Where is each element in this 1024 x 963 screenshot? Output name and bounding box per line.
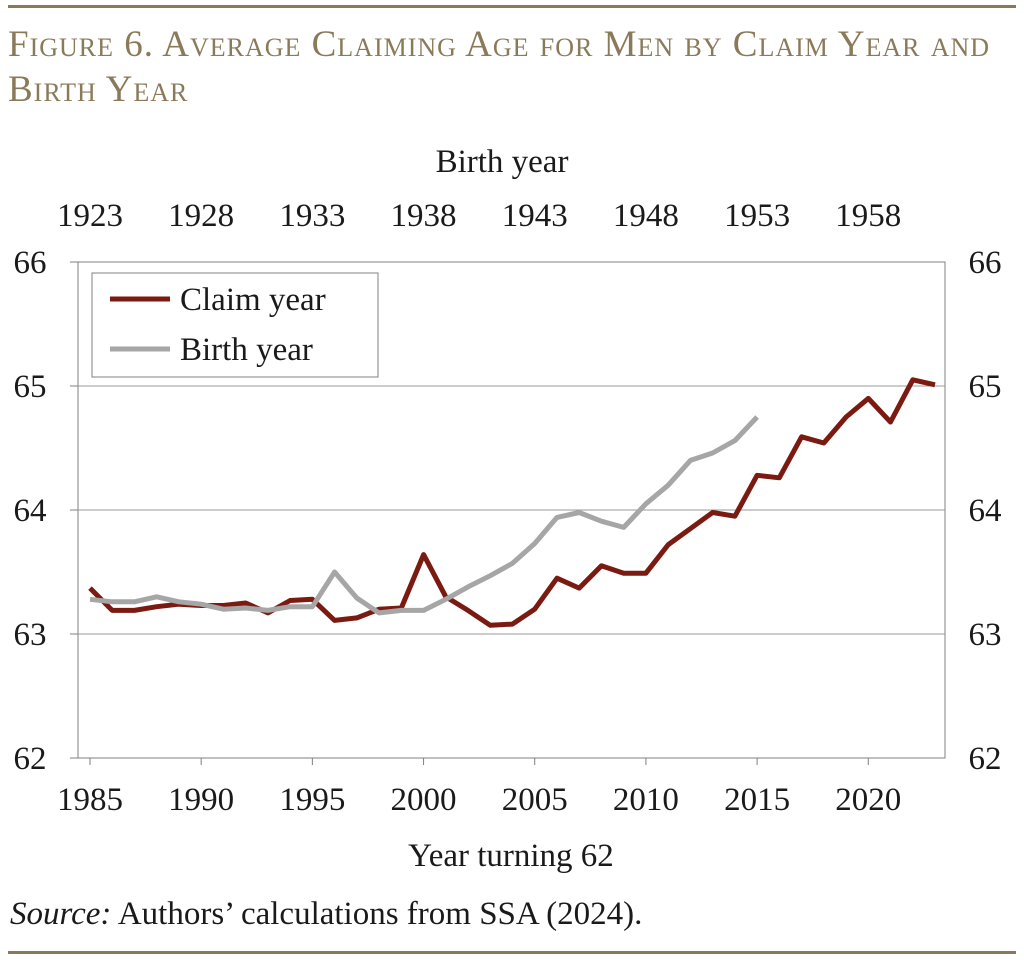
x-tick-label: 2005 <box>502 782 568 818</box>
y-tick-label-left: 63 <box>14 617 47 653</box>
y-tick-label-left: 66 <box>14 245 47 281</box>
x2-tick-label: 1958 <box>835 198 901 234</box>
x-axis-label: Year turning 62 <box>408 838 614 874</box>
x-tick-label: 2020 <box>835 782 901 818</box>
source-label: Source: <box>10 896 112 932</box>
y-tick-label-right: 63 <box>969 617 1002 653</box>
series-lines <box>88 377 936 628</box>
legend-box <box>91 272 379 378</box>
top-rule <box>8 5 1016 8</box>
x2-tick-label: 1938 <box>391 198 457 234</box>
legend-label-birth-year: Birth year <box>180 332 313 368</box>
legend-label-claim-year: Claim year <box>180 282 326 318</box>
y-tick-label-right: 64 <box>969 493 1002 529</box>
x-tick-label: 2010 <box>613 782 679 818</box>
figure-title: Figure 6. Average Claiming Age for Men b… <box>8 24 991 110</box>
axis-ticks: 62 62 63 63 64 64 65 65 66 66 1985 1990 1995 2000 2005… <box>14 198 1002 818</box>
source-text: Authors’ calculations from SSA (2024). <box>111 896 643 932</box>
y-tick-label-left: 62 <box>14 741 47 777</box>
x-tick-label: 1985 <box>57 782 123 818</box>
y-tick-label-right: 62 <box>969 741 1002 777</box>
y-tick-label-left: 65 <box>14 369 47 405</box>
source-note: Source: Authors’ calculations from SSA (… <box>10 896 642 933</box>
x-tick-label: 2015 <box>724 782 790 818</box>
y-tick-label-left: 64 <box>14 493 47 529</box>
x2-tick-label: 1933 <box>279 198 345 234</box>
y-tick-label-right: 66 <box>969 245 1002 281</box>
x2-tick-label: 1928 <box>168 198 234 234</box>
series-line-claim-year <box>88 377 936 628</box>
series-line-birth-year <box>89 415 759 616</box>
x2-tick-label: 1943 <box>502 198 568 234</box>
legend: Claim year Birth year <box>91 272 379 378</box>
x-tick-label: 2000 <box>391 782 457 818</box>
x2-tick-label: 1953 <box>724 198 790 234</box>
line-chart: 62 62 63 63 64 64 65 65 66 66 1985 1990 1995 2000 2005… <box>14 144 1002 874</box>
x2-axis-label: Birth year <box>436 144 569 180</box>
y-tick-label-right: 65 <box>969 369 1002 405</box>
x2-tick-label: 1923 <box>57 198 123 234</box>
grid-lines <box>78 385 945 635</box>
bottom-rule <box>8 951 1016 954</box>
x-tick-label: 1990 <box>168 782 234 818</box>
x2-tick-label: 1948 <box>613 198 679 234</box>
x-tick-label: 1995 <box>279 782 345 818</box>
